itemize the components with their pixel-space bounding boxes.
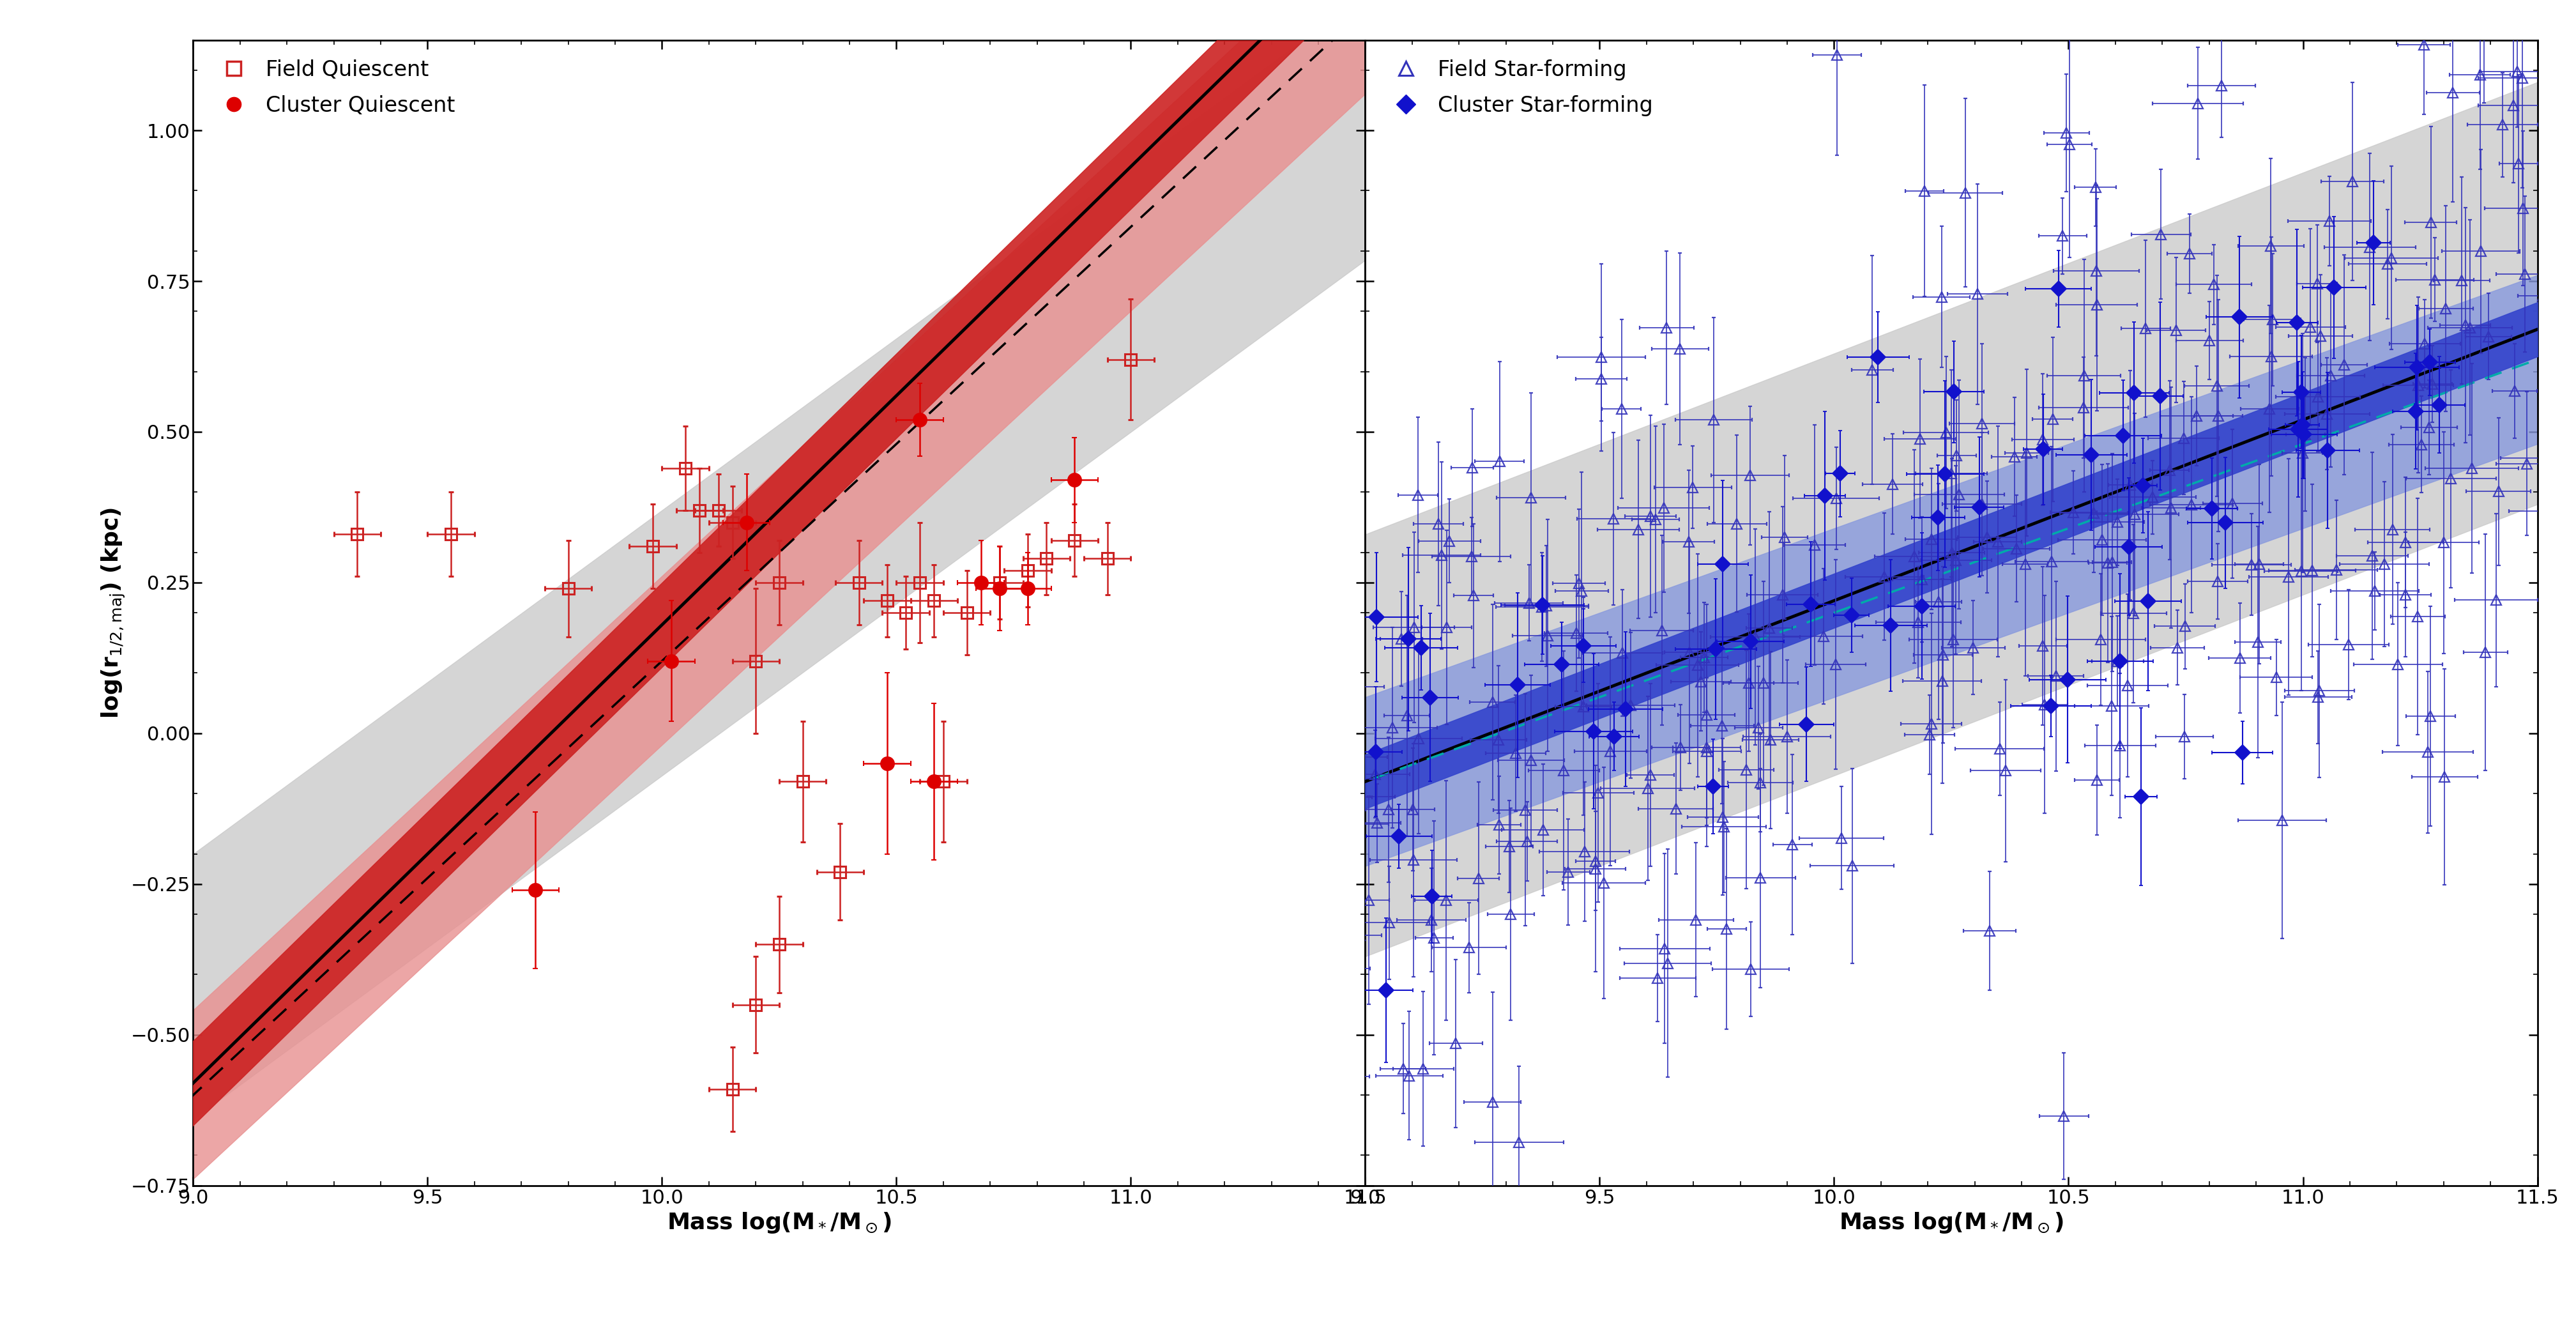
Y-axis label: log(r$_{1/2,\rm maj}$) (kpc): log(r$_{1/2,\rm maj}$) (kpc) (100, 507, 126, 718)
Legend: Field Star-forming, Cluster Star-forming: Field Star-forming, Cluster Star-forming (1376, 51, 1662, 125)
X-axis label: Mass log(M$_*$/M$_\odot$): Mass log(M$_*$/M$_\odot$) (1839, 1211, 2063, 1235)
Legend: Field Quiescent, Cluster Quiescent: Field Quiescent, Cluster Quiescent (204, 51, 464, 125)
X-axis label: Mass log(M$_*$/M$_\odot$): Mass log(M$_*$/M$_\odot$) (667, 1211, 891, 1235)
